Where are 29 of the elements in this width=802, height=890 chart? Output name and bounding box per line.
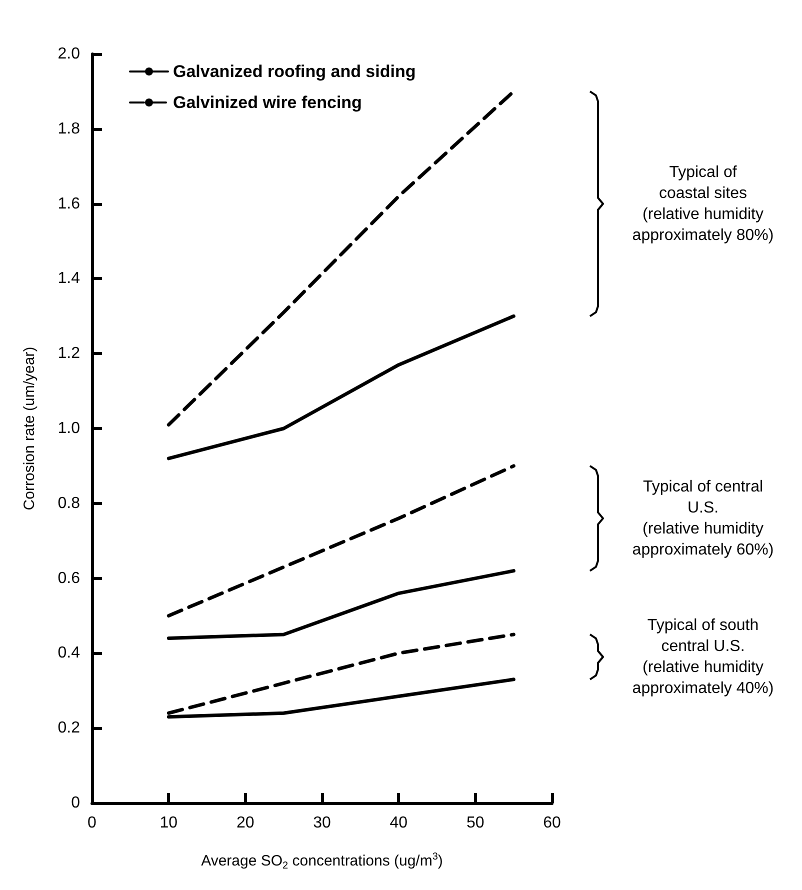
- y-tick-label: 1.2: [58, 345, 80, 362]
- y-tick-label: 1.0: [58, 420, 80, 437]
- x-tick-label: 40: [390, 814, 408, 832]
- y-tick-label: 0.2: [58, 720, 80, 737]
- legend-label: Galvinized wire fencing: [173, 93, 362, 112]
- y-tick-label: 0.8: [58, 494, 80, 512]
- y-tick-label: 0.6: [58, 570, 80, 587]
- line-series: [166, 569, 516, 640]
- line-series: [166, 314, 516, 460]
- legend-label: Galvanized roofing and siding: [173, 62, 416, 81]
- text: Typical of coastal sites (relative humidity approximately 80%): [632, 164, 774, 244]
- line-series: [166, 90, 516, 427]
- y-tick-label: 1.6: [58, 195, 80, 212]
- y-tick-label: 0: [71, 794, 80, 812]
- x-tick-label: 0: [88, 814, 97, 832]
- y-tick-label: 1.8: [58, 120, 80, 138]
- y-axis-title: Corrosion rate (um/year): [21, 346, 38, 510]
- x-tick-label: 30: [313, 814, 331, 832]
- x-tick-label: 10: [160, 814, 178, 832]
- x-tick-label: 50: [466, 814, 484, 832]
- x-tick-label: 60: [543, 814, 561, 832]
- y-tick-label: 1.4: [58, 270, 80, 288]
- text: Typical of south central U.S. (relative humidity approximately 40%): [632, 616, 774, 697]
- y-tick-label: 2.0: [58, 46, 80, 62]
- line-series: [166, 632, 516, 715]
- y-tick-label: 0.4: [58, 644, 80, 662]
- x-tick-label: 20: [236, 814, 254, 832]
- line-series: [166, 464, 516, 618]
- text: Typical of central U.S. (relative humidity approximately 60%): [632, 478, 774, 558]
